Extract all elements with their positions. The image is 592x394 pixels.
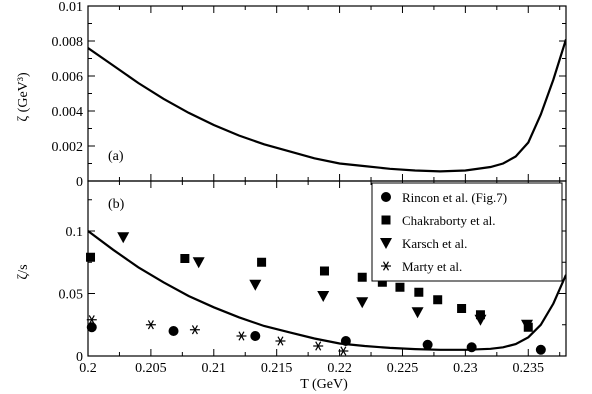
panel-b-xtick-label: 0.205 (135, 361, 167, 376)
panel-a-ytick-label: 0.006 (52, 70, 84, 85)
panel-a-ytick-label: 0.004 (52, 105, 84, 120)
square-point (357, 272, 367, 282)
square-point (377, 277, 387, 287)
asterisk-point (189, 325, 200, 335)
panel-b-xtick-label: 0.22 (327, 361, 352, 376)
panel-b-xtick-label: 0.225 (387, 361, 419, 376)
asterisk-point-stroke (315, 341, 322, 351)
panel-b: 0.2 0.205 0.21 0.215 0.22 0.225 0.23 0.235 0 0.05… (59, 180, 567, 376)
triangle-down-point (356, 297, 369, 309)
asterisk-point-stroke (191, 325, 198, 335)
legend-box (371, 182, 563, 282)
legend-marker-square (381, 215, 391, 225)
asterisk-point (86, 315, 97, 325)
panel-b-xtick-label: 0.2 (79, 361, 97, 376)
panel-label-a: (a) (108, 149, 124, 164)
y-axis-title-a: ζ (GeV³) (16, 72, 31, 122)
panel-a-ytick-label: 0 (76, 175, 83, 190)
zeta-curve (88, 38, 566, 173)
panel-b-ytick-label: 0.05 (59, 288, 84, 303)
asterisk-point-stroke (277, 336, 284, 346)
legend-label: Rincon et al. (Fig.7) (402, 190, 507, 205)
square-point (433, 295, 443, 305)
asterisk-point-stroke (88, 315, 95, 325)
triangle-down-point (249, 279, 262, 291)
panel-b-xtick-label: 0.235 (513, 361, 545, 376)
circle-point (86, 322, 97, 333)
legend-marker-asterisk (381, 261, 391, 271)
legend-label: Marty et al. (402, 259, 462, 274)
triangle-down-point (474, 314, 487, 326)
legend-marker-circle (381, 192, 391, 202)
panel-label-b: (b) (108, 197, 125, 212)
panel-b-xtick-label: 0.21 (202, 361, 227, 376)
triangle-down-point (117, 232, 130, 244)
triangle-down-point (411, 307, 424, 319)
legend-marker-asterisk-stroke (382, 261, 390, 271)
panel-b-ytick-label: 0 (76, 350, 83, 365)
square-point (257, 257, 267, 267)
circle-point (250, 331, 261, 341)
asterisk-point (275, 336, 286, 346)
panel-a-ytick-label: 0.008 (52, 35, 84, 50)
asterisk-point (338, 346, 349, 356)
legend-label: Karsch et al. (402, 236, 467, 251)
asterisk-point-stroke (238, 331, 245, 341)
x-axis-title: T (GeV) (300, 377, 348, 392)
asterisk-point (236, 331, 247, 341)
square-point (180, 254, 190, 263)
circle-point (466, 342, 477, 353)
circle-point (535, 344, 546, 355)
panel-b-ytick-label: 0.1 (66, 225, 84, 240)
panel-b-xtick-label: 0.23 (453, 361, 478, 376)
asterisk-point-stroke (340, 346, 347, 356)
circle-point (422, 339, 433, 350)
square-point (319, 266, 329, 276)
panel-b-xtick-label: 0.215 (261, 361, 293, 376)
circle-point (168, 326, 179, 336)
square-point (86, 252, 96, 262)
panel-a-frame (87, 5, 567, 182)
triangle-down-point (521, 319, 534, 331)
asterisk-point (313, 341, 324, 351)
panel-a-ytick-label: 0.01 (59, 0, 84, 15)
triangle-down-point (192, 257, 205, 269)
circle-point (340, 336, 351, 346)
asterisk-point (145, 320, 156, 330)
square-point (414, 287, 424, 297)
zeta-over-s-curve (88, 230, 566, 351)
triangle-down-point (317, 291, 330, 302)
square-point (457, 304, 467, 313)
panel-b-frame (87, 180, 567, 357)
panel-a: 0 0.002 0.004 0.006 0.008 0.01 (52, 0, 567, 190)
legend: Rincon et al. (Fig.7) Chakraborty et al. K… (371, 182, 563, 282)
square-point (395, 282, 405, 292)
y-axis-title-b: ζ/s (16, 264, 31, 279)
legend-label: Chakraborty et al. (402, 213, 496, 228)
panel-a-ytick-label: 0.002 (52, 140, 84, 155)
legend-marker-triangle-down (380, 238, 392, 249)
asterisk-point-stroke (147, 320, 154, 330)
x-axis-title-group: T (GeV) (300, 377, 348, 392)
